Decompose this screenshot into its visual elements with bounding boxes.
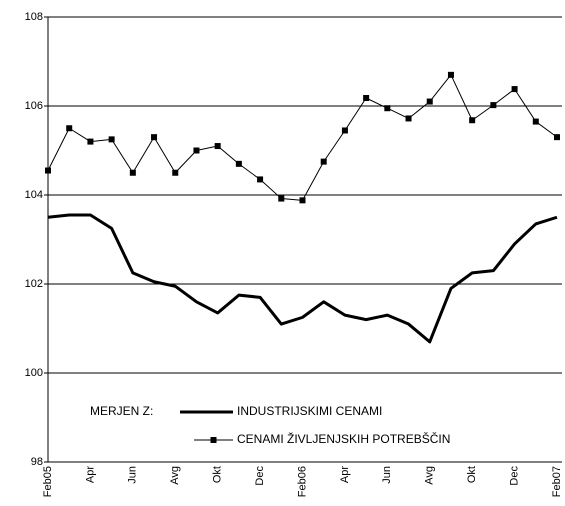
x-tick-label: Feb07 [551,466,563,497]
marker [341,127,348,134]
marker [66,125,73,132]
x-tick-label: Dec [254,466,266,486]
y-tick-label: 102 [25,278,43,290]
marker [532,118,539,125]
marker [299,197,306,204]
marker [405,115,412,122]
y-tick-label: 100 [25,367,43,379]
marker [554,134,560,141]
x-tick-label: Feb05 [42,466,54,497]
marker [235,160,242,167]
y-tick-label: 108 [25,11,43,23]
x-tick-label: Apr [339,466,351,483]
marker [426,98,433,105]
y-tick-label: 104 [25,189,43,201]
legend-label: CENAMI ŽIVLJENJSKIH POTREBŠČIN [237,431,450,446]
marker [490,102,497,109]
marker [214,143,221,150]
marker [511,86,518,93]
marker [320,158,327,165]
marker [257,176,264,183]
marker [151,134,158,141]
series-line [47,213,558,344]
x-tick-label: Dec [508,466,520,486]
marker [447,71,454,78]
marker [363,94,370,101]
x-tick-label: Okt [212,466,224,483]
x-tick-label: Feb06 [296,466,308,497]
series-line [47,74,558,201]
marker [172,169,179,176]
marker [129,169,136,176]
x-tick-label: Jun [381,466,393,484]
marker [108,136,115,143]
x-tick-label: Apr [84,466,96,483]
x-tick-label: Jun [127,466,139,484]
marker [193,147,200,154]
x-tick-label: Okt [466,466,478,483]
marker [87,138,94,145]
marker [278,195,285,202]
x-tick-label: Avg [424,466,436,485]
y-tick-label: 106 [25,100,43,112]
legend-marker [210,437,217,443]
marker [469,117,476,124]
legend-label: INDUSTRIJSKIMI CENAMI [237,404,382,418]
y-tick-label: 98 [31,456,43,468]
marker [384,105,391,112]
x-tick-label: Avg [169,466,181,485]
marker [45,167,51,174]
legend-title: MERJEN Z: [90,404,153,418]
